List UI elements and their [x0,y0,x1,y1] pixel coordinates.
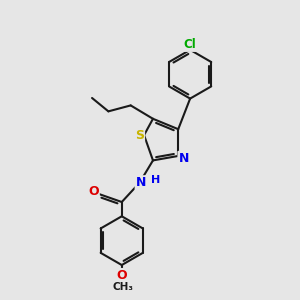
Text: H: H [151,175,160,185]
Text: CH₃: CH₃ [112,282,133,292]
Text: O: O [88,185,99,198]
Text: N: N [136,176,146,189]
Text: O: O [116,269,127,282]
Text: S: S [135,129,144,142]
Text: N: N [178,152,189,165]
Text: Cl: Cl [184,38,196,51]
